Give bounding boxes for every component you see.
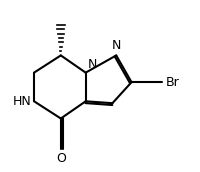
Text: HN: HN bbox=[13, 95, 32, 108]
Text: N: N bbox=[112, 39, 121, 52]
Text: N: N bbox=[88, 58, 97, 71]
Text: Br: Br bbox=[166, 76, 179, 89]
Text: O: O bbox=[56, 152, 66, 165]
